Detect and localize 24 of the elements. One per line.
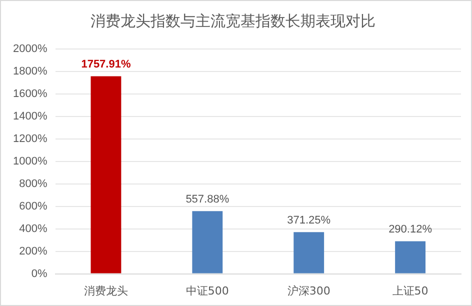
y-tick-label: 800% [19, 178, 48, 190]
y-tick-label: 0% [31, 268, 48, 280]
bar [192, 211, 223, 274]
y-tick-label: 400% [19, 222, 48, 235]
y-tick-label: 200% [19, 245, 48, 258]
data-label: 1757.91% [81, 58, 131, 71]
data-label: 371.25% [287, 214, 331, 227]
bar [294, 232, 324, 274]
y-tick-label: 600% [19, 200, 48, 212]
y-tick-label: 1800% [12, 66, 48, 78]
bar [90, 76, 122, 274]
x-tick-label: 上证50 [392, 284, 428, 298]
x-tick-label: 沪深300 [287, 284, 330, 298]
bar [395, 241, 426, 274]
y-tick-label: 2000% [12, 43, 48, 56]
data-label: 557.88% [186, 194, 230, 206]
y-tick-label: 1200% [12, 132, 48, 145]
x-tick-label: 消费龙头 [84, 284, 128, 298]
data-label: 290.12% [388, 224, 432, 236]
y-tick-label: 1400% [12, 110, 48, 122]
y-tick-label: 1600% [12, 88, 48, 100]
y-tick-label: 1000% [12, 155, 48, 168]
x-tick-label: 中证500 [186, 284, 229, 298]
chart-title: 消费龙头指数与主流宽基指数长期表现对比 [90, 12, 376, 30]
